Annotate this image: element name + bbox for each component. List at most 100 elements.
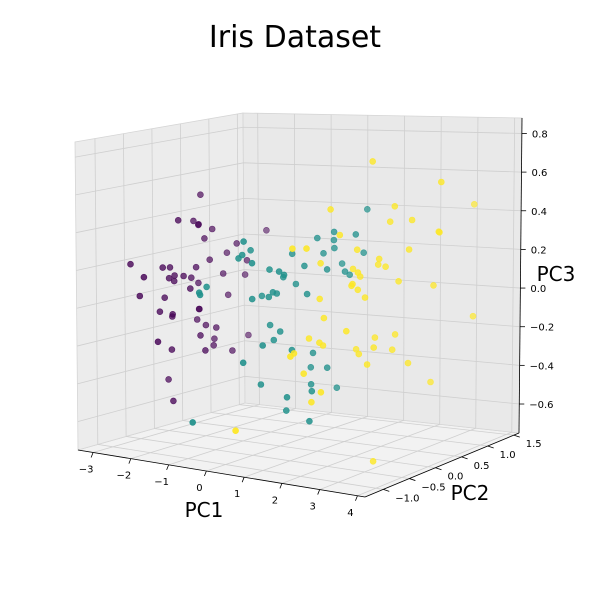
x-gridline xyxy=(281,116,442,484)
y-tick-label: −1.0 xyxy=(395,493,419,504)
data-point-series-1 xyxy=(188,274,195,282)
y-tick-mark xyxy=(513,434,520,438)
data-point-series-2 xyxy=(307,363,315,371)
data-point-series-3 xyxy=(435,228,443,235)
data-point-series-2 xyxy=(189,419,196,426)
data-point-series-1 xyxy=(169,310,176,318)
data-point-series-3 xyxy=(355,350,363,358)
data-point-series-1 xyxy=(154,338,162,346)
z-tick-label: 0.0 xyxy=(530,284,546,295)
data-point-series-2 xyxy=(203,283,210,291)
data-point-series-2 xyxy=(282,407,290,414)
data-point-series-3 xyxy=(374,261,382,268)
data-point-series-1 xyxy=(213,324,220,331)
data-point-series-2 xyxy=(283,393,291,401)
data-point-series-3 xyxy=(371,334,379,341)
data-point-series-3 xyxy=(382,263,389,271)
data-point-series-1 xyxy=(229,347,236,354)
data-point-series-3 xyxy=(316,339,323,347)
data-point-series-3 xyxy=(287,353,294,360)
data-point-series-2 xyxy=(240,238,247,245)
y-axis-label: PC2 xyxy=(451,481,490,505)
y-tick-label: 1.5 xyxy=(526,439,542,450)
data-point-series-2 xyxy=(341,268,349,275)
y-tick-mark xyxy=(487,445,494,449)
data-point-series-2 xyxy=(257,381,265,388)
data-point-series-1 xyxy=(241,271,249,278)
x-tick-label: −1 xyxy=(154,477,169,488)
data-point-series-1 xyxy=(195,279,202,287)
data-point-series-1 xyxy=(190,217,197,225)
y-gridline xyxy=(179,123,462,458)
data-point-series-2 xyxy=(338,260,346,267)
data-point-series-1 xyxy=(180,272,187,280)
axes-panes xyxy=(74,112,523,498)
data-point-series-3 xyxy=(469,312,477,320)
data-point-series-3 xyxy=(427,378,434,386)
y-tick-label: 0.5 xyxy=(474,461,490,472)
data-point-series-3 xyxy=(300,370,308,378)
z-tick-label: 0.2 xyxy=(531,245,547,256)
x-tick-label: −2 xyxy=(116,471,131,482)
y-gridline xyxy=(94,138,384,490)
y-tick-mark xyxy=(409,478,416,481)
x-gridline xyxy=(244,115,405,478)
z-tick-label: 0.4 xyxy=(531,207,547,218)
x-axis-line xyxy=(77,449,366,498)
data-point-series-2 xyxy=(330,228,338,236)
data-point-series-2 xyxy=(303,290,311,298)
z-tick-label: −0.6 xyxy=(529,400,553,411)
data-point-series-3 xyxy=(404,359,412,367)
data-point-series-1 xyxy=(201,235,208,242)
data-point-series-3 xyxy=(369,158,377,165)
data-point-series-2 xyxy=(259,342,267,349)
x-tick-mark xyxy=(90,452,94,458)
data-point-series-3 xyxy=(361,294,369,301)
z-gridline xyxy=(77,340,520,385)
z-axis-line xyxy=(518,117,523,434)
data-point-series-1 xyxy=(140,273,148,281)
y-gridline xyxy=(151,128,436,469)
y-tick-label: 0.0 xyxy=(447,472,463,483)
data-point-series-3 xyxy=(336,231,344,239)
x-tick-label: 4 xyxy=(347,508,353,519)
x-gridline xyxy=(168,114,332,466)
y-gridline xyxy=(208,118,488,447)
data-point-series-1 xyxy=(127,260,134,268)
data-point-series-2 xyxy=(196,291,204,299)
data-point-series-1 xyxy=(233,240,240,247)
data-point-series-1 xyxy=(206,256,213,264)
y-gridline xyxy=(236,113,514,436)
data-point-series-2 xyxy=(323,266,331,273)
x-tick-label: 3 xyxy=(309,502,315,513)
data-point-series-2 xyxy=(306,417,313,425)
data-point-series-1 xyxy=(219,270,227,277)
data-point-series-1 xyxy=(243,256,251,264)
z-gridline xyxy=(77,375,520,423)
data-point-series-1 xyxy=(223,249,231,256)
data-point-series-2 xyxy=(266,321,274,329)
data-point-series-2 xyxy=(330,236,338,244)
data-point-series-3 xyxy=(375,255,383,263)
z-gridline xyxy=(75,126,522,158)
data-point-series-1 xyxy=(197,332,204,339)
data-point-series-2 xyxy=(280,271,288,279)
z-tick-label: −0.2 xyxy=(530,323,554,334)
data-point-series-2 xyxy=(276,328,284,335)
data-point-series-3 xyxy=(289,245,296,252)
data-point-series-2 xyxy=(352,231,360,238)
data-point-series-2 xyxy=(265,293,273,301)
data-point-series-1 xyxy=(202,321,210,329)
x-tick-label: 1 xyxy=(234,489,240,500)
data-point-series-3 xyxy=(327,206,334,213)
data-point-series-1 xyxy=(187,285,194,292)
data-point-series-3 xyxy=(320,314,328,322)
axis-lines xyxy=(77,117,523,498)
data-point-series-3 xyxy=(391,331,399,338)
data-point-series-2 xyxy=(346,271,354,279)
x-tick-mark xyxy=(128,458,132,464)
data-point-series-1 xyxy=(168,346,176,353)
data-point-series-1 xyxy=(136,292,144,300)
data-point-series-3 xyxy=(232,427,239,435)
y-tick-label: 1.0 xyxy=(500,450,516,461)
